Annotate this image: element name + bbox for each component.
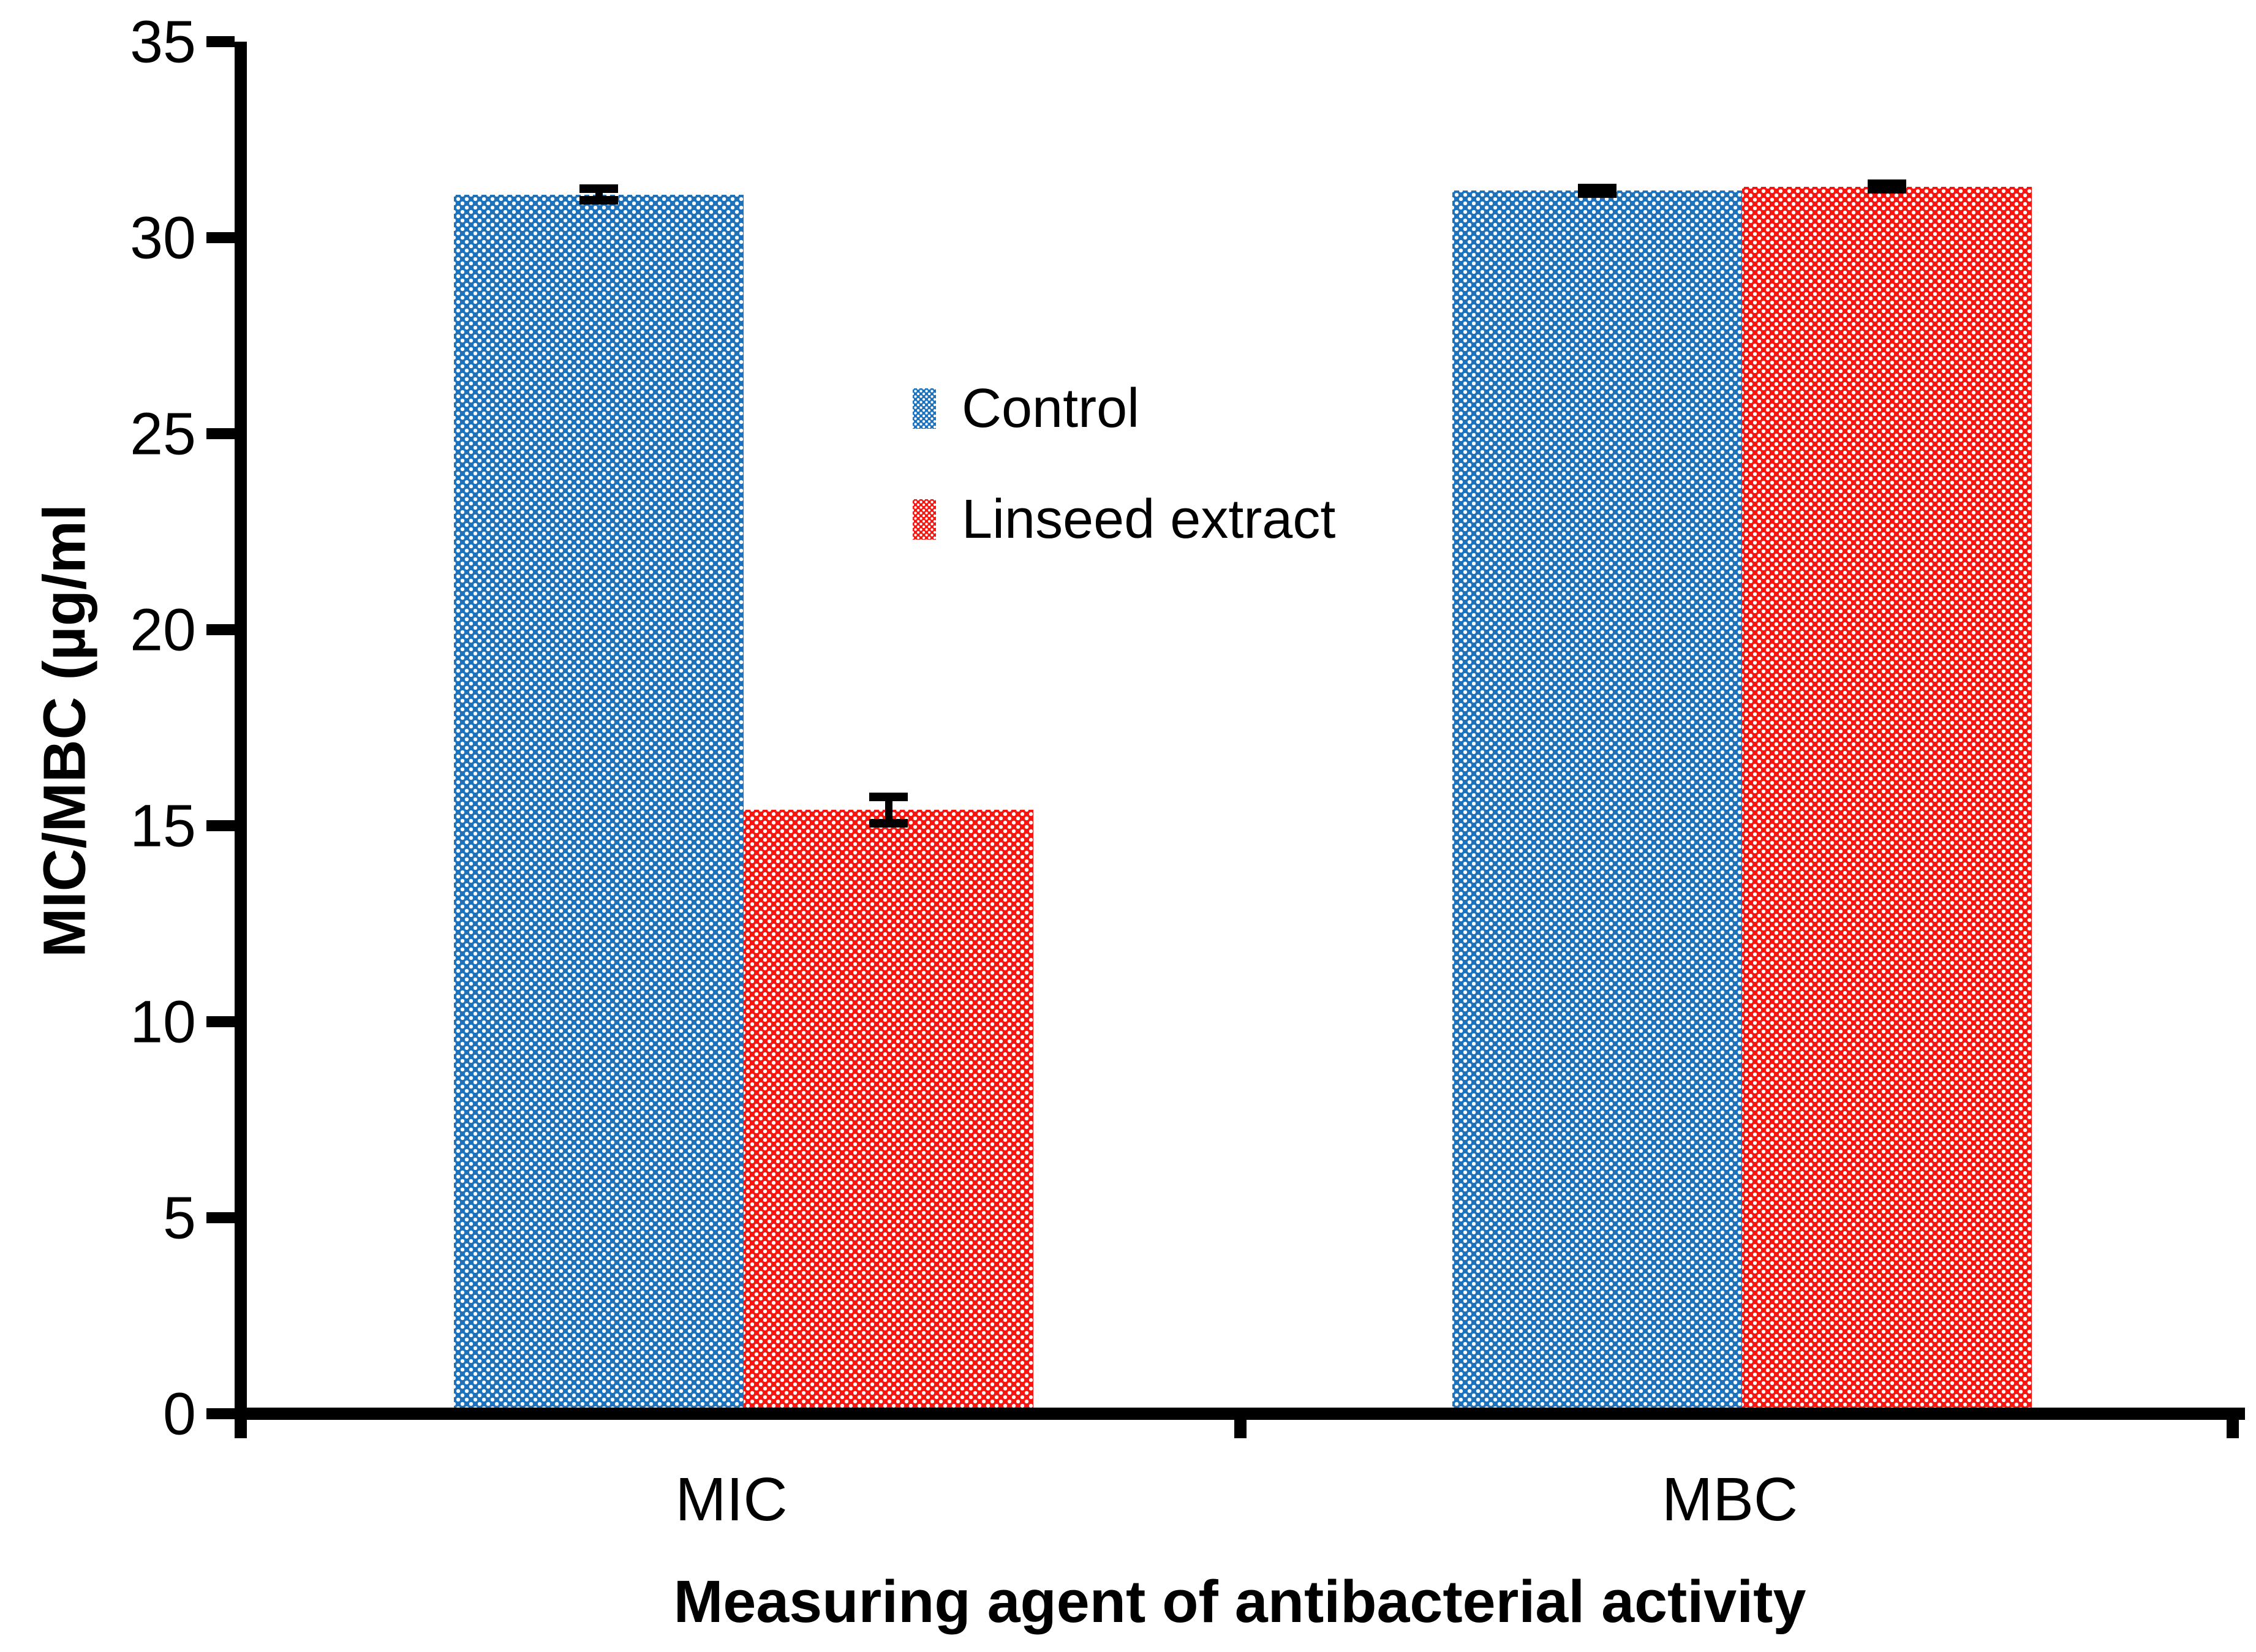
error-bar bbox=[1868, 179, 1906, 194]
error-bar-stem bbox=[885, 797, 892, 823]
bar-linseed-extract-mic bbox=[744, 810, 1033, 1408]
error-bar bbox=[579, 184, 618, 205]
bar-control-mbc bbox=[1452, 190, 1742, 1408]
y-tick-label: 0 bbox=[163, 1380, 196, 1447]
y-tick-mark bbox=[206, 1016, 235, 1027]
error-bar-bottom-cap bbox=[869, 818, 908, 828]
legend-item-control: Control bbox=[913, 381, 1335, 436]
x-tick-mark bbox=[2227, 1420, 2239, 1438]
x-category-label-mbc: MBC bbox=[1661, 1465, 1798, 1534]
error-bar bbox=[869, 793, 908, 828]
y-axis-title: MIC/MBC (µg/ml bbox=[31, 504, 98, 958]
error-bar-bottom-cap bbox=[1578, 189, 1617, 198]
y-tick-mark bbox=[206, 624, 235, 635]
y-tick-label: 5 bbox=[163, 1184, 196, 1251]
y-tick-label: 10 bbox=[130, 988, 196, 1055]
y-tick-label: 20 bbox=[130, 596, 196, 663]
legend-swatch bbox=[913, 499, 936, 540]
bar-linseed-extract-mbc bbox=[1742, 186, 2032, 1408]
y-tick-label: 30 bbox=[130, 204, 196, 271]
y-axis-line bbox=[235, 42, 247, 1420]
chart-legend: Control Linseed extract bbox=[913, 381, 1335, 547]
error-bar-bottom-cap bbox=[579, 196, 618, 205]
y-tick-label: 25 bbox=[130, 400, 196, 467]
x-tick-mark bbox=[1234, 1420, 1247, 1438]
y-tick-mark bbox=[206, 1212, 235, 1223]
error-bar-top-cap bbox=[579, 184, 618, 193]
y-tick-mark bbox=[206, 428, 235, 439]
error-bar-bottom-cap bbox=[1868, 185, 1906, 194]
x-category-label-mic: MIC bbox=[675, 1465, 788, 1534]
x-axis-title: Measuring agent of antibacterial activit… bbox=[673, 1568, 1806, 1635]
x-tick-mark bbox=[235, 1420, 247, 1438]
y-tick-mark bbox=[206, 1408, 235, 1419]
bar-control-mic bbox=[454, 194, 744, 1408]
legend-item-linseed-extract: Linseed extract bbox=[913, 492, 1335, 547]
y-tick-mark bbox=[206, 36, 235, 47]
error-bar-top-cap bbox=[869, 793, 908, 802]
x-axis-line bbox=[235, 1408, 2245, 1420]
y-tick-mark bbox=[206, 820, 235, 831]
error-bar bbox=[1578, 183, 1617, 198]
y-tick-label: 15 bbox=[130, 792, 196, 859]
y-tick-mark bbox=[206, 232, 235, 243]
legend-swatch bbox=[913, 388, 936, 429]
legend-label: Control bbox=[962, 378, 1140, 439]
y-tick-label: 35 bbox=[130, 8, 196, 75]
legend-label: Linseed extract bbox=[962, 489, 1336, 550]
